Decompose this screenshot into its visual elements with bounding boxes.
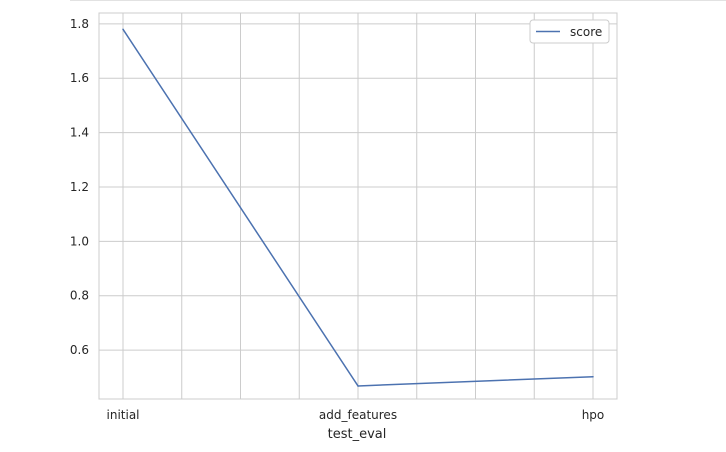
series-layer bbox=[122, 28, 594, 387]
y-tick-label: 1.6 bbox=[70, 71, 89, 85]
top-rule bbox=[70, 0, 726, 1]
x-tick-label: add_features bbox=[319, 408, 397, 422]
y-tick-label: 1.0 bbox=[70, 234, 89, 248]
data-point bbox=[122, 28, 124, 31]
y-tick-label: 0.8 bbox=[70, 289, 89, 303]
legend-label-score: score bbox=[570, 25, 602, 39]
y-tick-label: 0.6 bbox=[70, 343, 89, 357]
legend-box bbox=[529, 19, 610, 44]
grid-layer bbox=[99, 13, 617, 399]
y-tick-label: 1.8 bbox=[70, 17, 89, 31]
y-tick-label: 1.2 bbox=[70, 180, 89, 194]
legend: score bbox=[529, 19, 610, 44]
y-tick-label: 1.4 bbox=[70, 126, 89, 140]
data-point bbox=[592, 375, 594, 378]
x-tick-label: hpo bbox=[582, 408, 605, 422]
tick-layer: 0.6 0.8 1.0 1.2 1.4 1.6 1.8 initial add_features… bbox=[70, 17, 604, 422]
x-tick-label: initial bbox=[107, 408, 140, 422]
data-point bbox=[357, 385, 359, 387]
x-axis-label: test_eval bbox=[328, 427, 387, 442]
plot-frame bbox=[98, 12, 618, 400]
